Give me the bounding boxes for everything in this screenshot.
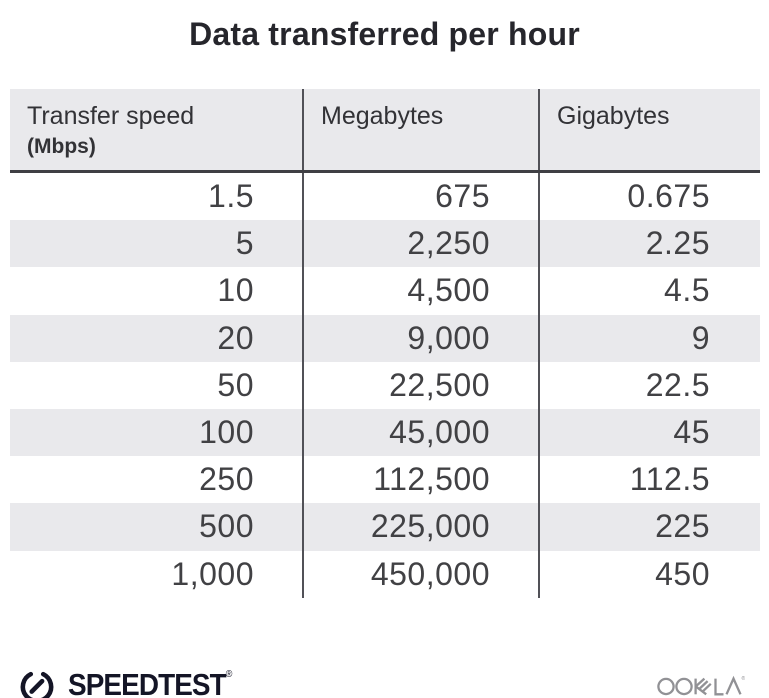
table-cell: 4,500 — [302, 267, 538, 315]
column-header-gigabytes: Gigabytes — [538, 89, 760, 170]
table-row: 5 2,250 2.25 — [10, 220, 760, 268]
speedtest-gauge-icon — [20, 671, 54, 698]
table-cell: 22,500 — [302, 361, 538, 409]
page-title: Data transferred per hour — [189, 16, 580, 52]
table-cell: 5 — [235, 225, 254, 262]
table-cell: 0.675 — [538, 173, 760, 221]
table-cell: 1.5 — [208, 178, 254, 214]
table-row: 100 45,000 45 — [10, 408, 760, 457]
table-header-row: Transfer speed (Mbps) Megabytes Gigabyte… — [10, 89, 760, 173]
table-cell: 45,000 — [302, 408, 538, 457]
table-cell: 1,000 — [171, 555, 254, 592]
table-cell: 450,000 — [302, 550, 538, 598]
table-row: 10 4,500 4.5 — [10, 267, 760, 315]
table-cell: 9 — [538, 314, 760, 362]
table-cell: 2.25 — [538, 220, 760, 268]
column-header-label: Transfer speed — [27, 102, 195, 130]
table-cell: 675 — [302, 173, 538, 221]
table-cell: 450 — [538, 550, 760, 598]
table-row: 50 22,500 22.5 — [10, 361, 760, 409]
table-row: 1.5 675 0.675 — [10, 173, 760, 221]
table-cell: 9,000 — [302, 314, 538, 362]
table-row: 250 112,500 112.5 — [10, 456, 760, 504]
table-cell: 4.5 — [538, 267, 760, 315]
table-cell: 112,500 — [302, 456, 538, 504]
table-body: 1.5 675 0.675 5 2,250 2.25 10 4,500 4.5 20 9,000 9 5… — [10, 173, 760, 598]
column-header-label: Megabytes — [321, 102, 444, 130]
table-cell: 100 — [199, 413, 254, 450]
table-cell: 500 — [199, 508, 254, 545]
table-cell: 20 — [217, 319, 254, 356]
ookla-logo: ® — [657, 675, 746, 695]
table-row: 20 9,000 9 — [10, 314, 760, 362]
speedtest-wordmark: SPEEDTEST® — [68, 667, 232, 698]
table-row: 1,000 450,000 450 — [10, 550, 760, 598]
column-header-transfer-speed: Transfer speed (Mbps) — [10, 89, 302, 170]
column-header-unit: (Mbps) — [27, 135, 96, 159]
table-cell: 250 — [199, 461, 254, 498]
data-table: Transfer speed (Mbps) Megabytes Gigabyte… — [10, 89, 760, 598]
column-header-label: Gigabytes — [557, 102, 670, 130]
table-cell: 50 — [217, 366, 254, 403]
speedtest-logo: SPEEDTEST® — [16, 664, 251, 698]
table-cell: 112.5 — [538, 456, 760, 504]
table-cell: 22.5 — [538, 361, 760, 409]
footer: SPEEDTEST® ® — [16, 662, 745, 698]
speedtest-text: SPEEDTEST — [68, 667, 227, 698]
table-cell: 225 — [538, 503, 760, 551]
table-cell: 225,000 — [302, 503, 538, 551]
table-row: 500 225,000 225 — [10, 503, 760, 551]
table-cell: 45 — [538, 408, 760, 457]
table-cell: 2,250 — [302, 220, 538, 268]
infographic-page: Data transferred per hour Transfer speed… — [0, 16, 769, 698]
column-header-megabytes: Megabytes — [302, 89, 538, 170]
ookla-trademark-glyph: ® — [742, 675, 746, 682]
speedtest-trademark: ® — [225, 669, 233, 680]
table-cell: 10 — [217, 272, 254, 309]
